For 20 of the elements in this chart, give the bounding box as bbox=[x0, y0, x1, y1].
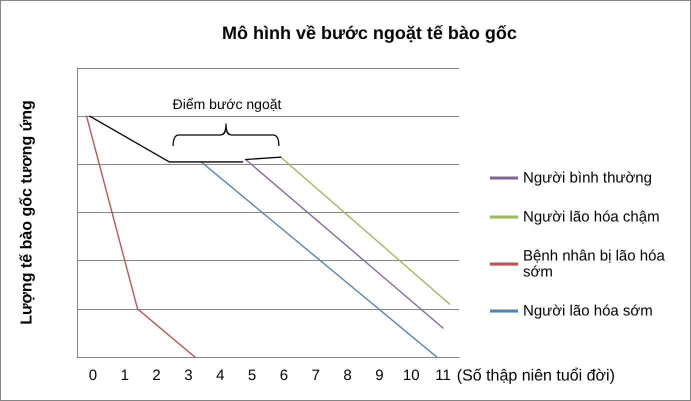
x-tick-label: 10 bbox=[402, 367, 420, 384]
x-tick-label: 2 bbox=[152, 367, 161, 384]
x-tick-label: 4 bbox=[216, 367, 224, 384]
x-tick-label: 11 bbox=[435, 367, 451, 384]
legend-label: Người bình thường bbox=[523, 170, 652, 186]
chart-title: Mô hình về bước ngoặt tế bào gốc bbox=[222, 23, 517, 43]
legend-label: Người lão hóa chậm bbox=[523, 208, 660, 226]
legend-label: Người lão hóa sớm bbox=[523, 302, 653, 320]
x-tick-label: 3 bbox=[184, 367, 193, 384]
x-tick-label: 1 bbox=[120, 367, 129, 384]
text: Điểm bước ngoặt bbox=[172, 96, 282, 112]
legend-label: Bệnh nhân bị lão hóa sớm bbox=[523, 248, 669, 280]
x-tick-label: 0 bbox=[88, 367, 98, 384]
x-tick-label: 7 bbox=[312, 367, 320, 384]
y-axis-title: Lượng tế bào gốc tương ứng bbox=[18, 100, 36, 325]
x-tick-label: 6 bbox=[280, 367, 288, 384]
x-tick-label: 5 bbox=[248, 367, 256, 384]
x-axis-title: (Số thập niên tuổi đời) bbox=[456, 368, 615, 384]
x-tick-label: 8 bbox=[343, 367, 352, 384]
x-tick-label: 9 bbox=[375, 367, 384, 384]
